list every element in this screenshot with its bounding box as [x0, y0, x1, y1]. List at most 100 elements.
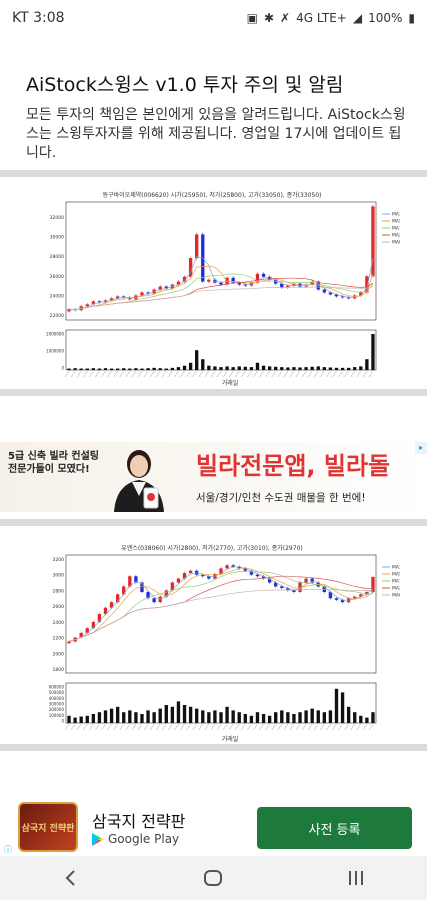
volume-bar	[310, 366, 314, 370]
divider	[0, 744, 427, 751]
candle-down	[310, 578, 314, 583]
volume-bar	[122, 712, 126, 723]
ad-banner-villadol[interactable]: 5급 신축 빌라 컨설팅 전문가들이 모였다! 빌라전문앱, 빌라돌 서울/경기…	[0, 442, 427, 512]
ad-choices-icon[interactable]: ▸	[415, 442, 427, 454]
candle-down	[255, 574, 260, 577]
x-tick	[162, 370, 167, 378]
volume-bar	[213, 366, 217, 370]
legend-label: MA5	[392, 219, 400, 225]
legend-label: MA10	[392, 579, 400, 585]
volume-bar	[292, 367, 296, 370]
volume-bar	[134, 368, 138, 370]
candle-up	[176, 281, 181, 285]
candle-up	[128, 576, 132, 587]
x-tick	[326, 723, 331, 731]
candle-up	[371, 206, 375, 277]
candle-up	[225, 565, 229, 569]
navigation-bar	[0, 856, 427, 900]
x-tick	[89, 723, 94, 731]
candle-up	[164, 590, 168, 597]
candle-up	[359, 292, 363, 296]
volume-bar	[97, 712, 102, 723]
volume-bar	[164, 705, 168, 723]
x-tick	[137, 370, 143, 378]
candle-down	[231, 565, 235, 567]
x-tick	[95, 723, 100, 731]
ad-info-icon[interactable]: ⓘ	[4, 845, 12, 854]
x-tick	[76, 370, 82, 378]
x-tick	[283, 370, 289, 378]
volume-bar	[176, 701, 181, 723]
x-tick	[259, 723, 264, 731]
x-tick	[356, 723, 362, 731]
lte-icon: 4G LTE+	[296, 11, 347, 25]
volume-bar	[334, 688, 339, 723]
volume-bar	[286, 367, 290, 370]
pre-register-button[interactable]: 사전 등록	[257, 807, 412, 849]
x-tick	[277, 723, 282, 731]
volume-bar	[249, 367, 254, 370]
battery-icon: ▮	[408, 11, 415, 25]
volume-bar	[231, 367, 235, 370]
price-panel	[65, 201, 377, 321]
x-tick	[307, 723, 313, 731]
x-tick	[216, 723, 222, 731]
candle-down	[334, 294, 339, 297]
volume-bar	[170, 706, 175, 723]
x-tick	[210, 723, 216, 731]
volume-bar	[188, 362, 193, 370]
x-tick	[131, 370, 137, 378]
x-tick	[326, 370, 331, 378]
volume-bar	[140, 714, 144, 723]
candle-down	[152, 598, 156, 603]
x-tick	[362, 370, 368, 378]
volume-bar	[213, 710, 217, 723]
candle-up	[103, 607, 108, 614]
x-tick	[259, 370, 264, 378]
volume-bar	[225, 706, 229, 723]
volume-bar	[182, 705, 187, 723]
candle-down	[146, 292, 150, 294]
volume-bar	[243, 366, 247, 370]
y-tick-label: 3200	[53, 557, 65, 563]
legend-label: MA3	[392, 212, 400, 218]
volume-bar	[170, 367, 175, 370]
candle-up	[170, 582, 175, 591]
candle-up	[140, 292, 144, 296]
volume-bar	[158, 708, 162, 723]
candle-up	[85, 628, 89, 633]
x-tick	[265, 723, 270, 731]
volume-bar	[304, 367, 308, 370]
x-tick	[332, 723, 337, 731]
ad-banner-game[interactable]: 삼국지 전략판 삼국지 전략판 Google Play 사전 등록 ⓘ	[0, 798, 427, 856]
volume-bar	[334, 367, 339, 370]
candle-up	[115, 296, 120, 299]
volume-bar	[195, 708, 199, 723]
home-button[interactable]	[183, 858, 243, 898]
volume-bar	[128, 710, 132, 723]
volume-bar	[152, 367, 156, 370]
x-tick	[222, 370, 228, 378]
candle-up	[115, 594, 120, 603]
volume-bar	[219, 367, 223, 370]
x-tick	[241, 370, 246, 378]
candle-down	[328, 292, 333, 295]
x-tick	[247, 723, 252, 731]
candle-up	[109, 298, 114, 301]
x-tick	[174, 370, 179, 378]
volume-bar	[249, 715, 254, 723]
y-tick-label: 28000	[50, 254, 64, 260]
candle-up	[176, 578, 181, 583]
volume-bar	[201, 710, 205, 723]
recents-button[interactable]	[326, 858, 386, 898]
volume-tick-label: 0	[61, 366, 64, 371]
volume-bar	[109, 708, 114, 723]
status-bar: KT 3:08 ▣ ✱ ✗ 4G LTE+ ◢ 100% ▮	[0, 0, 427, 36]
dialog-title: AiStock스윙스 v1.0 투자 주의 및 알림	[26, 74, 344, 96]
ma-line-ma60	[68, 588, 374, 642]
lock-icon: ▣	[246, 11, 258, 25]
back-button[interactable]	[41, 858, 101, 898]
carrier-time: KT 3:08	[12, 10, 65, 26]
